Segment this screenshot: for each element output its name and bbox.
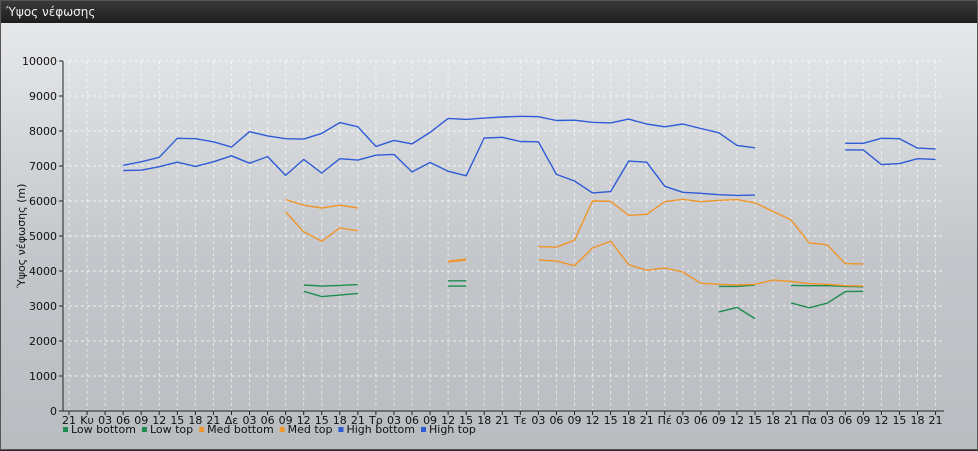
x-tick-label: 21: [495, 414, 509, 427]
x-tick-label: 03: [243, 414, 257, 427]
y-tick-label: 5000: [29, 230, 57, 243]
legend-swatch: [63, 427, 68, 432]
x-tick-label: 06: [261, 414, 275, 427]
x-tick-label: 21: [206, 414, 220, 427]
series-line-med-top: [448, 258, 467, 262]
x-tick-label: Δε: [225, 414, 239, 427]
x-tick-label: 12: [874, 414, 888, 427]
x-tick-label: 21: [784, 414, 798, 427]
y-tick-label: 10000: [22, 55, 57, 68]
series-line-low-top: [718, 284, 756, 288]
legend-label: High top: [429, 423, 476, 436]
x-tick-label: 18: [622, 414, 636, 427]
y-tick-label: 1000: [29, 370, 57, 383]
y-tick-label: 4000: [29, 265, 57, 278]
x-tick-label: 18: [477, 414, 491, 427]
legend-label: High bottom: [346, 423, 415, 436]
x-tick-label: 12: [730, 414, 744, 427]
series-line-high-bottom: [123, 136, 756, 197]
x-tick-label: 12: [586, 414, 600, 427]
x-tick-label: 09: [423, 414, 437, 427]
y-tick-label: 7000: [29, 160, 57, 173]
x-tick-label: 15: [459, 414, 473, 427]
x-tick-label: 21: [640, 414, 654, 427]
x-tick-label: Πα: [801, 414, 817, 427]
x-tick-label: 21: [351, 414, 365, 427]
legend-label: Low top: [150, 423, 193, 436]
x-tick-label: 03: [820, 414, 834, 427]
y-tick-label: 6000: [29, 195, 57, 208]
x-tick-label: 12: [441, 414, 455, 427]
x-tick-label: 12: [152, 414, 166, 427]
x-tick-label: 18: [911, 414, 925, 427]
x-tick-label: 03: [98, 414, 112, 427]
x-tick-label: Πέ: [658, 414, 672, 427]
legend-label: Low bottom: [71, 423, 136, 436]
series-line-low-bottom: [790, 290, 864, 309]
legend-label: Med bottom: [207, 423, 274, 436]
x-tick-label: 09: [567, 414, 581, 427]
x-tick-label: 18: [333, 414, 347, 427]
series-line-low-bottom: [718, 306, 756, 320]
x-tick-label: 12: [297, 414, 311, 427]
series-line-med-top: [538, 198, 864, 265]
legend-swatch: [279, 427, 285, 432]
x-tick-label: Τε: [513, 414, 527, 427]
series-line-med-bottom: [448, 259, 467, 263]
x-tick-label: 15: [170, 414, 184, 427]
x-tick-label: 09: [279, 414, 293, 427]
y-tick-label: 3000: [29, 300, 57, 313]
series-line-high-bottom: [845, 149, 936, 166]
x-tick-label: 03: [676, 414, 690, 427]
x-tick-label: 09: [712, 414, 726, 427]
x-tick-label: 21: [62, 414, 76, 427]
series-line-med-top: [285, 198, 359, 209]
legend-swatch: [141, 427, 147, 432]
x-tick-label: 03: [531, 414, 545, 427]
y-tick-label: 9000: [29, 90, 57, 103]
series-line-med-bottom: [538, 240, 864, 287]
x-tick-label: 18: [766, 414, 780, 427]
series-line-low-top: [303, 283, 358, 287]
y-tick-label: 2000: [29, 335, 57, 348]
legend-label: Med top: [288, 423, 333, 436]
legend-swatch: [199, 427, 205, 432]
x-tick-label: 15: [748, 414, 762, 427]
x-tick-label: 06: [838, 414, 852, 427]
x-tick-label: 06: [694, 414, 708, 427]
x-tick-label: 09: [134, 414, 148, 427]
x-tick-label: 06: [405, 414, 419, 427]
x-tick-label: 21: [929, 414, 943, 427]
series-line-low-bottom: [303, 290, 358, 298]
x-tick-label: 06: [549, 414, 563, 427]
series-line-high-top: [123, 115, 756, 166]
y-tick-label: 8000: [29, 125, 57, 138]
x-tick-label: Κυ: [80, 414, 94, 427]
x-tick-label: Τρ: [368, 414, 383, 427]
y-axis-label: Ύψος νέφωσης (m): [15, 184, 28, 290]
legend-swatch: [338, 427, 344, 432]
series-line-med-bottom: [285, 211, 359, 243]
x-tick-label: 15: [604, 414, 618, 427]
y-tick-label: 0: [50, 405, 57, 418]
x-tick-label: 09: [856, 414, 870, 427]
x-tick-label: 03: [387, 414, 401, 427]
series-line-high-top: [845, 137, 936, 150]
x-tick-label: 15: [892, 414, 906, 427]
x-tick-label: 06: [116, 414, 130, 427]
x-tick-label: 18: [188, 414, 202, 427]
x-tick-label: 15: [315, 414, 329, 427]
legend-swatch: [421, 427, 426, 432]
window-title: Ύψος νέφωσης: [1, 1, 977, 23]
